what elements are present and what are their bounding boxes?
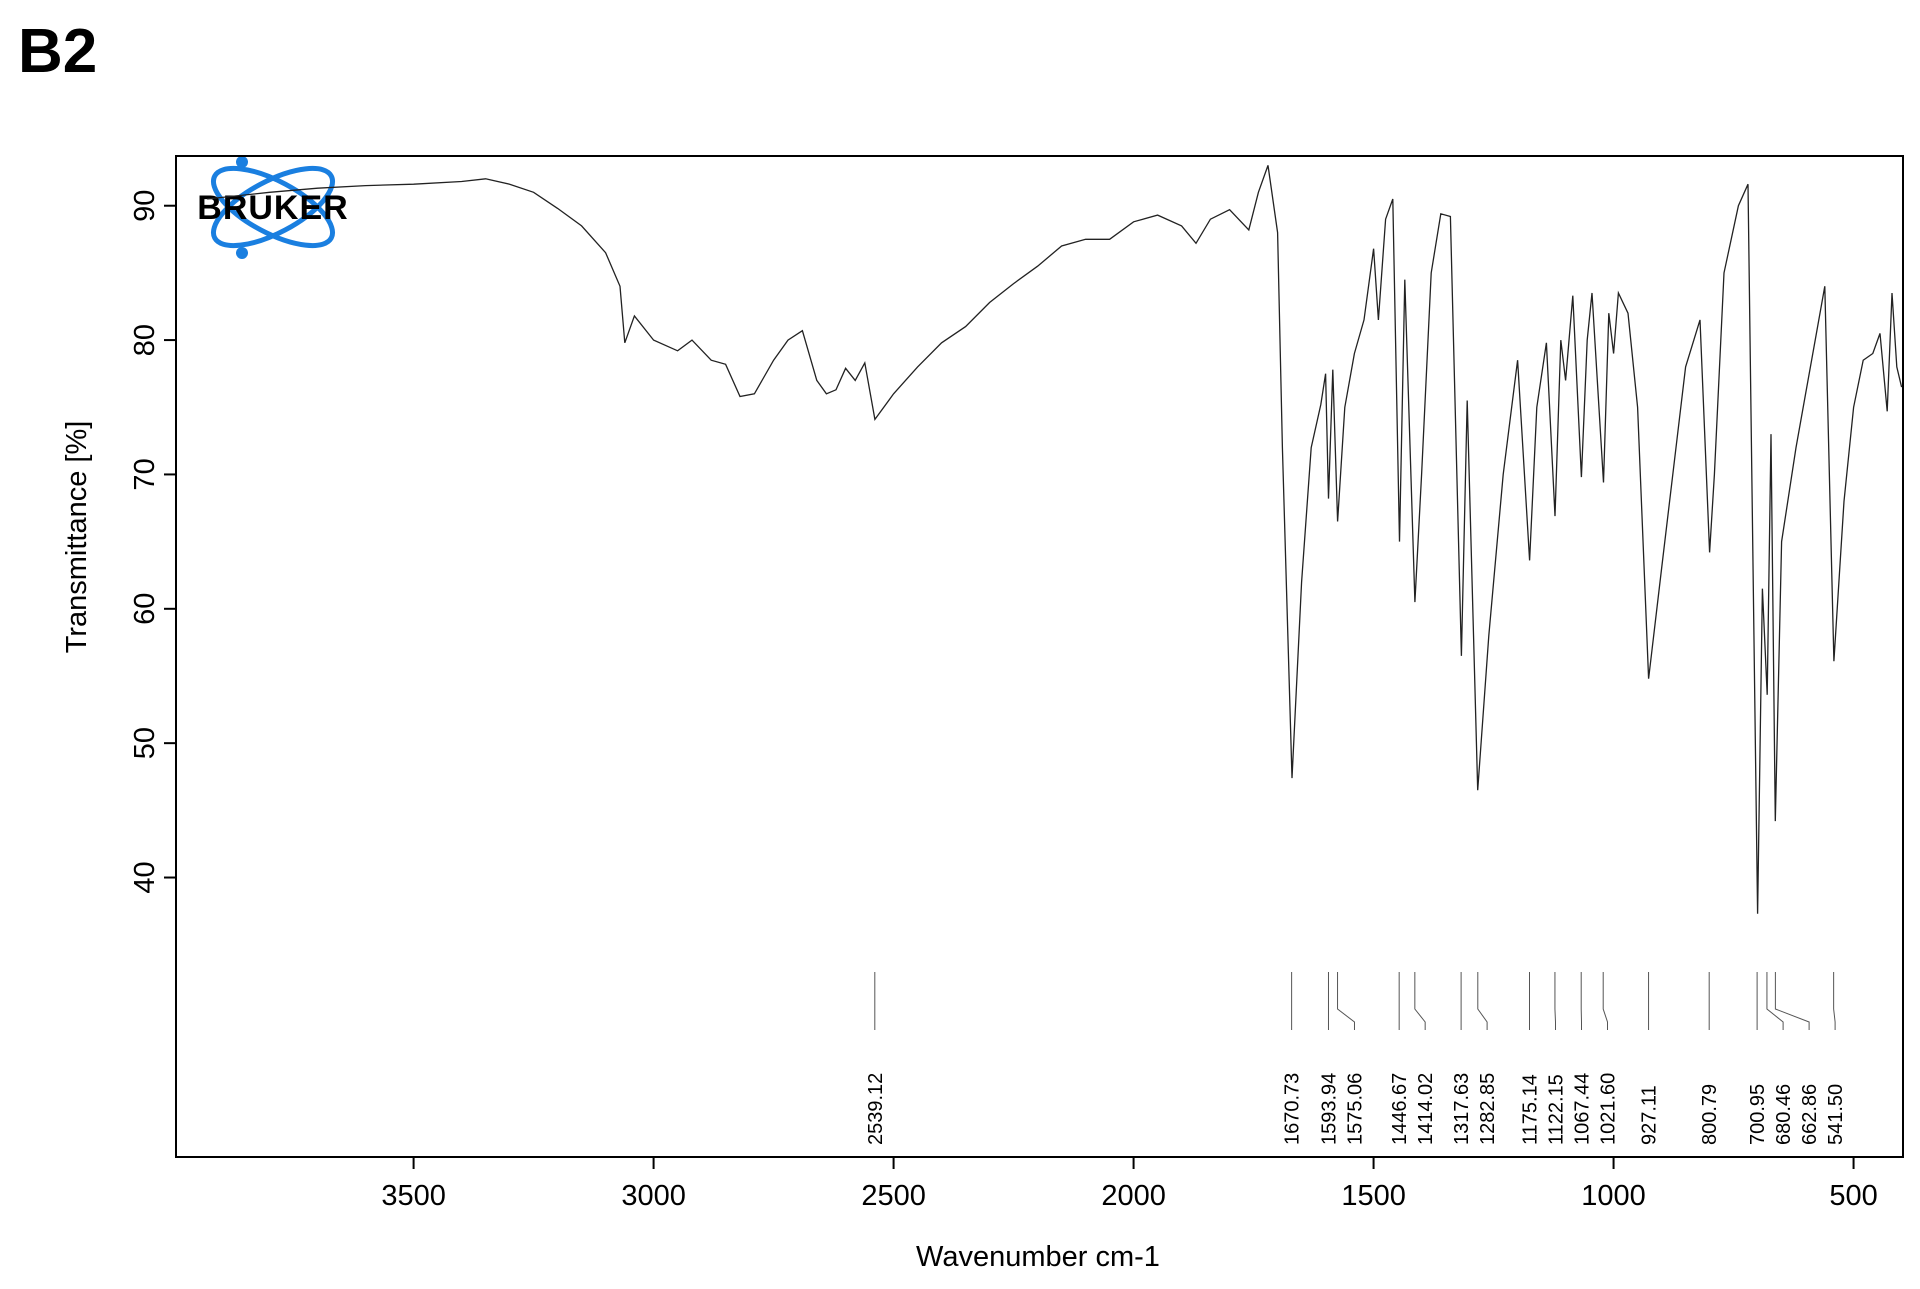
peak-label: 680.46 [1773,1084,1795,1145]
x-tick-label: 500 [1829,1180,1877,1212]
x-tick-label: 1000 [1581,1180,1646,1212]
peak-marker [1602,972,1608,1030]
peak-label: 1575.06 [1344,1073,1366,1145]
peak-marker [1833,972,1836,1030]
peak-label: 1414.02 [1415,1073,1437,1145]
peak-label: 1593.94 [1318,1073,1340,1145]
peak-marker [1774,972,1810,1030]
peak-label: 1670.73 [1282,1073,1304,1145]
x-tick-label: 1500 [1341,1180,1406,1212]
peak-marker [1477,972,1488,1030]
y-tick-label: 70 [129,458,161,490]
logo-text: BRUKER [197,189,348,227]
y-tick-label: 40 [129,861,161,893]
y-tick-label: 50 [129,727,161,759]
peak-marker [1337,972,1355,1030]
peak-label: 541.50 [1825,1084,1847,1145]
peak-marker [1554,972,1556,1030]
peak-label: 1317.63 [1451,1073,1473,1145]
peak-marker [1414,972,1426,1030]
peak-label: 927.11 [1639,1085,1661,1145]
logo-dot [236,156,248,168]
y-axis-label: Transmittance [%] [61,421,93,654]
spectrum-line [207,165,1903,914]
logo-orbit [210,165,336,249]
x-axis-label: Wavenumber cm-1 [916,1241,1160,1273]
peak-label: 1067.44 [1572,1073,1594,1145]
chart-title: B2 [18,17,97,86]
logo: BRUKER [197,156,348,259]
logo-dot [236,247,248,259]
logo-orbit [210,165,336,249]
y-tick-label: 90 [129,190,161,222]
y-tick-label: 80 [129,324,161,356]
plot-frame [175,155,1904,1158]
x-tick-label: 3000 [621,1180,686,1212]
peak-label: 1021.60 [1598,1073,1620,1145]
peak-label: 700.95 [1747,1084,1769,1145]
x-tick-label: 2500 [861,1180,926,1212]
peak-label: 1122.15 [1546,1074,1568,1145]
peak-label: 1446.67 [1389,1073,1411,1145]
peak-label: 662.86 [1799,1084,1821,1145]
peak-marker [1766,972,1784,1030]
peak-label: 800.79 [1699,1084,1721,1145]
peak-label: 1282.85 [1477,1073,1499,1145]
y-tick-label: 60 [129,593,161,625]
x-tick-label: 2000 [1101,1180,1166,1212]
peak-label: 2539.12 [865,1073,887,1145]
peak-label: 1175.14 [1520,1074,1542,1145]
x-tick-label: 3500 [381,1180,446,1212]
